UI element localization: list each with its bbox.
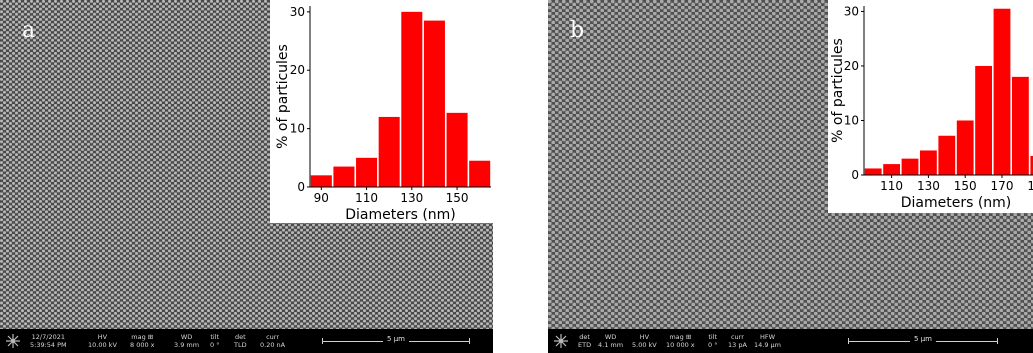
info-tilt-value: 0 ° — [708, 341, 718, 349]
info-curr: curr 13 pA — [728, 333, 747, 349]
histogram-bar — [356, 157, 378, 187]
scale-bar-label: 5 µm — [910, 335, 936, 343]
x-tick-label: 170 — [991, 179, 1014, 193]
info-hv-value: 5.00 kV — [632, 341, 657, 349]
sem-panel-a: a 0 10 20 30 90 110 130 150 Diameters (nm) % of p… — [0, 0, 493, 353]
info-hv: HV 10.00 kV — [88, 333, 117, 349]
info-det-label: det — [234, 333, 246, 341]
x-axis-label: Diameters (nm) — [345, 207, 456, 223]
info-hv-value: 10.00 kV — [88, 341, 117, 349]
info-det-label: det — [579, 333, 590, 341]
info-hfw: HFW 14.9 µm — [754, 333, 781, 349]
info-tilt: tilt 0 ° — [708, 333, 717, 349]
info-det: det TLD — [234, 333, 247, 349]
sem-panel-b: b 0 10 20 30 110 130 150 170 190 Diameters (nm) % … — [548, 0, 1033, 353]
info-tilt: tilt 0 ° — [210, 333, 219, 349]
y-tick-label: 0 — [297, 180, 305, 194]
histogram-a: 0 10 20 30 90 110 130 150 Diameters (nm) % of par… — [275, 5, 491, 223]
info-tilt-label: tilt — [210, 333, 220, 341]
panel-label-b: b — [570, 18, 585, 43]
x-tick-label: 110 — [355, 191, 378, 205]
info-curr-value: 0.20 nA — [260, 341, 286, 349]
histogram-bar — [901, 158, 919, 175]
x-tick-label: 130 — [400, 191, 423, 205]
info-date: 12/7/2021 — [31, 333, 65, 341]
info-hfw-label: HFW — [759, 333, 776, 341]
panel-label-a: a — [22, 18, 36, 43]
info-det: det ETD — [578, 333, 591, 349]
x-tick-label: 130 — [917, 179, 940, 193]
info-tilt-label: tilt — [708, 333, 718, 341]
histogram-bar — [310, 175, 332, 187]
y-tick-label: 20 — [844, 59, 859, 73]
histogram-bar — [864, 168, 882, 175]
info-curr: curr 0.20 nA — [260, 333, 285, 349]
histogram-bar — [1012, 76, 1029, 175]
x-tick-label: 150 — [954, 179, 977, 193]
histogram-bar — [469, 160, 491, 187]
histogram-bar — [1030, 155, 1033, 175]
histogram-bar — [938, 135, 956, 175]
histogram-bar — [423, 20, 445, 188]
histogram-bar — [920, 150, 937, 175]
y-tick-label: 10 — [290, 122, 305, 136]
info-mag-value: 10 000 x — [666, 341, 695, 349]
info-hv-label: HV — [639, 333, 650, 341]
info-curr-value: 13 pA — [728, 341, 747, 349]
x-tick-label: 190 — [1027, 179, 1033, 193]
fei-logo-icon — [554, 334, 568, 348]
y-tick-label: 0 — [851, 168, 859, 182]
histogram-bar — [446, 112, 468, 187]
histogram-bar — [401, 11, 423, 187]
x-tick-label: 90 — [314, 191, 329, 205]
histogram-inset-b: 0 10 20 30 110 130 150 170 190 Diameters (nm) % of… — [828, 0, 1033, 213]
histogram-b: 0 10 20 30 110 130 150 170 190 Diameters (nm) % of… — [830, 4, 1033, 211]
info-wd: WD 3.9 mm — [174, 333, 199, 349]
info-tilt-value: 0 ° — [210, 341, 220, 349]
info-wd-label: WD — [180, 333, 193, 341]
info-curr-label: curr — [730, 333, 744, 341]
scale-bar-label: 5 µm — [383, 335, 409, 343]
y-axis-label: % of particules — [830, 38, 846, 143]
info-det-value: TLD — [234, 341, 247, 349]
y-tick-label: 30 — [290, 5, 305, 19]
histogram-bar — [883, 164, 900, 175]
info-det-value: ETD — [578, 341, 592, 349]
info-hv: HV 5.00 kV — [632, 333, 657, 349]
y-tick-label: 30 — [844, 4, 859, 18]
x-axis-label: Diameters (nm) — [901, 195, 1012, 211]
sem-info-bar-b: det ETD WD 4.1 mm HV 5.00 kV mag ⊞ 10 00… — [548, 329, 1033, 353]
sem-info-bar-a: 12/7/2021 5:39:54 PM HV 10.00 kV mag ⊞ 8… — [0, 329, 493, 353]
x-tick-label: 150 — [446, 191, 469, 205]
y-axis-label: % of particules — [275, 44, 291, 149]
info-mag-label: mag ⊞ — [669, 333, 692, 341]
scale-bar-b: 5 µm — [848, 335, 998, 346]
fei-logo-icon — [6, 334, 20, 348]
y-tick-label: 20 — [290, 63, 305, 77]
info-mag: mag ⊞ 10 000 x — [666, 333, 695, 349]
info-datetime: 12/7/2021 5:39:54 PM — [30, 333, 67, 349]
info-hfw-value: 14.9 µm — [754, 341, 782, 349]
histogram-bar — [378, 116, 400, 187]
y-tick-label: 10 — [844, 113, 859, 127]
histogram-inset-a: 0 10 20 30 90 110 130 150 Diameters (nm) % of par… — [270, 0, 493, 223]
scale-bar-a: 5 µm — [322, 335, 470, 346]
info-mag-value: 8 000 x — [130, 341, 155, 349]
info-wd-value: 4.1 mm — [598, 341, 624, 349]
info-wd-value: 3.9 mm — [174, 341, 200, 349]
info-wd-label: WD — [604, 333, 617, 341]
info-mag: mag ⊞ 8 000 x — [130, 333, 155, 349]
histogram-bar — [956, 120, 974, 175]
info-hv-label: HV — [97, 333, 108, 341]
info-mag-label: mag ⊞ — [131, 333, 154, 341]
info-wd: WD 4.1 mm — [598, 333, 623, 349]
info-time: 5:39:54 PM — [30, 341, 67, 349]
histogram-bar — [993, 8, 1011, 176]
x-tick-label: 110 — [880, 179, 903, 193]
info-curr-label: curr — [266, 333, 280, 341]
histogram-bar — [333, 166, 355, 187]
histogram-bar — [975, 65, 992, 175]
